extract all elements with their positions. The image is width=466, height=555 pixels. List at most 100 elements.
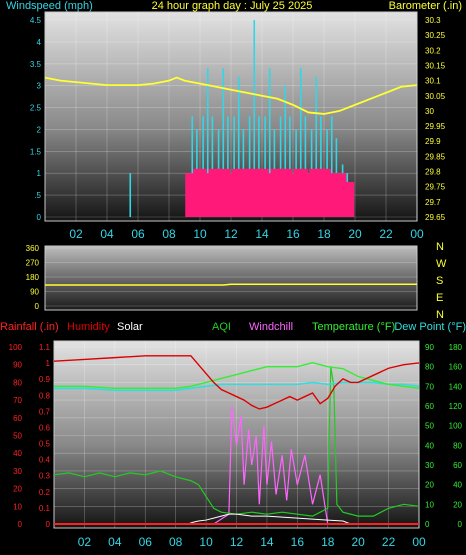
humidity-tick-label: 20 [13,485,22,494]
rainfall-tick-label: 0 [46,520,51,529]
solar-tick-label: 80 [453,441,462,450]
barometer-tick-label: 30.3 [425,16,441,25]
x-tick-label: 20 [351,535,365,549]
windspeed-tick-label: 4 [37,38,42,47]
temperature-tick-label: 90 [425,343,434,352]
windspeed-bar [258,116,260,217]
windspeed-bar [227,116,229,217]
x-tick-label: 02 [69,227,83,241]
solar-axis-ticks: 0 20 40 60 80 100 120 140 160 180 [449,343,463,529]
humidity-label: Humidity [67,321,110,333]
solar-tick-label: 40 [453,481,462,490]
windspeed-bar [284,85,287,218]
humidity-tick-label: 0 [18,520,23,529]
bottom-grid [54,341,420,528]
windspeed-bar [320,116,322,217]
windspeed-bar [264,116,266,217]
x-tick-label: 04 [108,535,122,549]
windspeed-tick-label: 2 [37,125,42,134]
windspeed-bar [315,76,318,218]
x-tick-label: 06 [131,227,145,241]
windspeed-bar [129,173,132,217]
temperature-line [54,362,420,389]
humidity-line [53,355,420,410]
solar-line [187,513,351,525]
bottom-plot-area [53,340,420,529]
compass-letter: N [436,309,444,321]
barometer-tick-label: 29.75 [425,183,446,192]
solar-tick-label: 60 [453,461,462,470]
barometer-axis-ticks: 29.65 29.7 29.75 29.8 29.85 29.9 29.95 30 30.05 3… [425,16,446,222]
solar-label: Solar [117,321,143,333]
x-tick-label: 02 [78,535,92,549]
humidity-tick-label: 40 [13,449,22,458]
windspeed-tick-label: 4.5 [30,16,42,25]
humidity-tick-label: 70 [13,396,22,405]
temperature-label: Temperature (°F) [312,321,395,333]
windspeed-bar [299,68,302,218]
humidity-tick-label: 80 [13,378,22,387]
rainfall-axis-ticks: 0 0.1 0.2 0.3 0.4 0.5 0.6 0.7 0.8 0.9 1 1.1 [39,343,51,529]
x-tick-label: 12 [230,535,244,549]
solar-tick-label: 120 [449,402,463,411]
temperature-axis-ticks: 0 10 20 30 40 50 60 70 80 90 [425,343,434,529]
barometer-tick-label: 29.8 [425,168,441,177]
humidity-tick-label: 10 [13,502,22,511]
barometer-tick-label: 30.25 [425,31,446,40]
x-tick-label: 10 [193,227,207,241]
top-x-axis-ticks: 02 04 06 08 10 12 14 16 18 20 22 00 [69,227,424,241]
windspeed-tick-label: 3 [37,82,42,91]
rainfall-tick-label: 0.3 [39,472,51,481]
windspeed-bar [191,116,194,217]
rainfall-tick-label: 0.5 [39,440,51,449]
direction-tick-label: 90 [30,288,39,297]
direction-tick-label: 270 [26,259,40,268]
windspeed-bar [268,68,271,218]
windspeed-bar [237,76,240,218]
x-tick-label: 16 [286,227,300,241]
direction-tick-label: 180 [26,273,40,282]
mid-plot-area [44,245,418,311]
humidity-tick-label: 60 [13,414,22,423]
barometer-tick-label: 29.9 [425,137,441,146]
direction-tick-label: 360 [26,244,40,253]
x-tick-label: 08 [169,535,183,549]
dewpoint-label: Dew Point (°F) [394,321,466,333]
windspeed-bar [222,68,225,218]
x-tick-label: 20 [348,227,362,241]
x-tick-label: 18 [317,227,331,241]
temperature-tick-label: 0 [425,520,430,529]
windspeed-tick-label: 1.5 [30,147,42,156]
dewpoint-line [54,381,420,392]
direction-axis-ticks: 0 90 180 270 360 [26,244,40,311]
top-panel: 0.511.522.533.544.5 29.6529.729.7529.829… [6,0,462,241]
x-tick-label: 22 [382,535,396,549]
windspeed-bar [206,68,209,218]
barometer-tick-label: 30.2 [425,46,441,55]
x-tick-label: 18 [321,535,335,549]
humidity-tick-label: 90 [13,361,22,370]
windspeed-tick-label: .5 [34,191,41,200]
barometer-axis-label: Barometer (.in) [389,0,462,12]
x-tick-label: 08 [162,227,176,241]
solar-tick-label: 100 [449,422,463,431]
windchill-line [213,405,329,525]
windspeed-bar [248,116,251,217]
temperature-tick-label: 30 [425,461,434,470]
aqi-label: AQI [212,321,231,333]
direction-tick-label: 0 [35,302,40,311]
x-tick-label: 14 [255,227,269,241]
solar-tick-label: 140 [449,382,463,391]
rainfall-tick-label: 0.8 [39,391,51,400]
windspeed-tick-label: 0 [37,213,42,222]
windspeed-tick-label: 1 [37,169,42,178]
windchill-label: Windchill [249,321,293,333]
x-tick-label: 12 [224,227,238,241]
windspeed-tick-label: 3.5 [30,60,42,69]
windspeed-tick-label: 2.5 [30,104,42,113]
solar-tick-label: 160 [449,363,463,372]
barometer-tick-label: 30.15 [425,61,446,70]
